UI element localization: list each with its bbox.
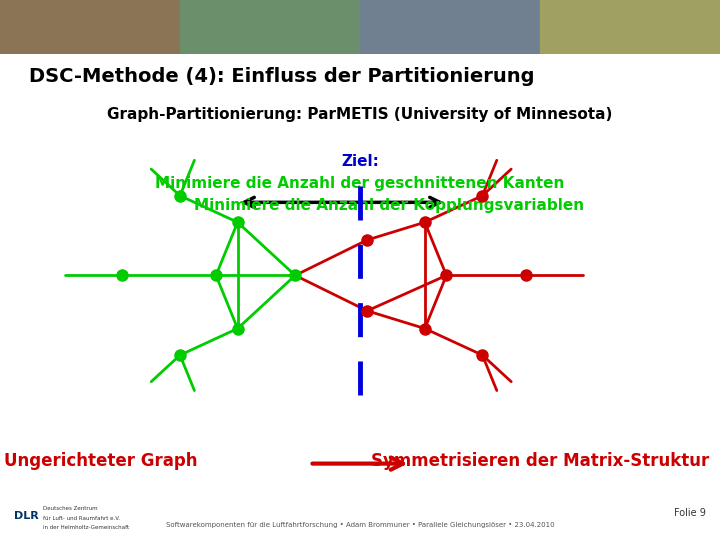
Text: Minimiere die Anzahl der Kopplungsvariablen: Minimiere die Anzahl der Kopplungsvariab…	[194, 198, 584, 213]
Text: in der Helmholtz-Gemeinschaft: in der Helmholtz-Gemeinschaft	[43, 525, 130, 530]
Text: Ungerichteter Graph: Ungerichteter Graph	[4, 452, 197, 470]
Text: Ziel:: Ziel:	[341, 154, 379, 168]
Text: DLR: DLR	[14, 511, 39, 521]
Text: Minimiere die Anzahl der geschnittenen Kanten: Minimiere die Anzahl der geschnittenen K…	[156, 176, 564, 191]
Text: für Luft- und Raumfahrt e.V.: für Luft- und Raumfahrt e.V.	[43, 516, 120, 521]
Bar	[0, 0, 180, 54]
Bar	[180, 0, 360, 54]
Bar	[540, 0, 720, 54]
Text: DSC-Methode (4): Einfluss der Partitionierung: DSC-Methode (4): Einfluss der Partitioni…	[29, 68, 534, 86]
Text: Deutsches Zentrum: Deutsches Zentrum	[43, 507, 98, 511]
Text: Folie 9: Folie 9	[674, 508, 706, 518]
Bar	[7, 501, 65, 538]
Bar	[360, 0, 540, 54]
Text: Graph-Partitionierung: ParMETIS (University of Minnesota): Graph-Partitionierung: ParMETIS (Univers…	[107, 107, 613, 122]
Text: Symmetrisieren der Matrix-Struktur: Symmetrisieren der Matrix-Struktur	[371, 452, 709, 470]
Text: Softwarekomponenten für die Luftfahrtforschung • Adam Brommuner • Parallele Glei: Softwarekomponenten für die Luftfahrtfor…	[166, 522, 554, 528]
